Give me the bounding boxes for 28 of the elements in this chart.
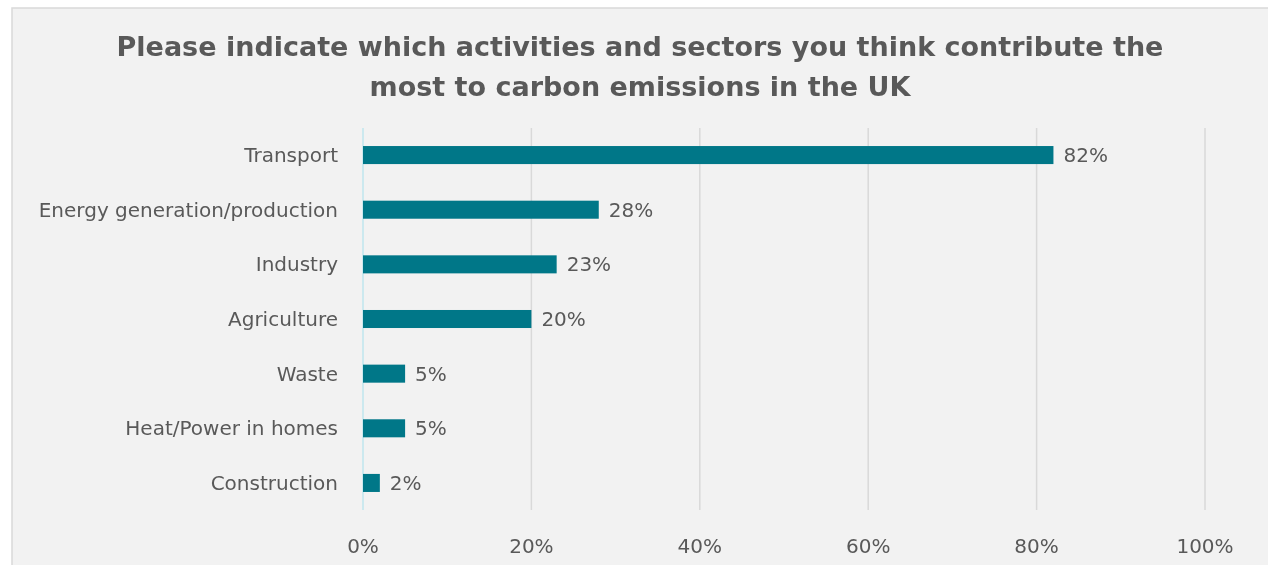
x-tick-label: 100% (1176, 534, 1234, 558)
data-label: 2% (389, 470, 422, 495)
data-label: 28% (608, 197, 654, 222)
y-tick-label: Industry (255, 252, 339, 277)
bar (363, 473, 380, 492)
x-tick-label: 0% (347, 534, 379, 558)
data-label: 20% (541, 307, 586, 331)
bar (363, 146, 1054, 165)
y-tick-label: Energy generation/production (38, 197, 338, 222)
y-tick-label: Heat/Power in homes (125, 416, 338, 441)
y-tick-label: Construction (210, 470, 338, 495)
data-label: 5% (415, 416, 447, 441)
y-tick-label: Transport (243, 143, 339, 168)
bar (363, 309, 532, 329)
y-tick-label: Waste (276, 361, 338, 386)
x-tick-label: 80% (1014, 534, 1059, 558)
data-label: 5% (415, 361, 447, 386)
y-tick-label: Agriculture (228, 307, 338, 331)
bar (363, 364, 406, 383)
bar (363, 200, 599, 219)
chart-title: Please indicate which activities and sectors you think contribute the most to carbon emissions in the UK (116, 31, 1164, 102)
x-tick-label: 40% (677, 534, 723, 558)
data-label: 23% (566, 252, 612, 277)
bar (363, 419, 406, 438)
x-tick-label: 60% (845, 534, 891, 558)
bar (363, 255, 557, 274)
data-label: 82% (1063, 143, 1108, 168)
x-tick-label: 20% (509, 534, 554, 558)
